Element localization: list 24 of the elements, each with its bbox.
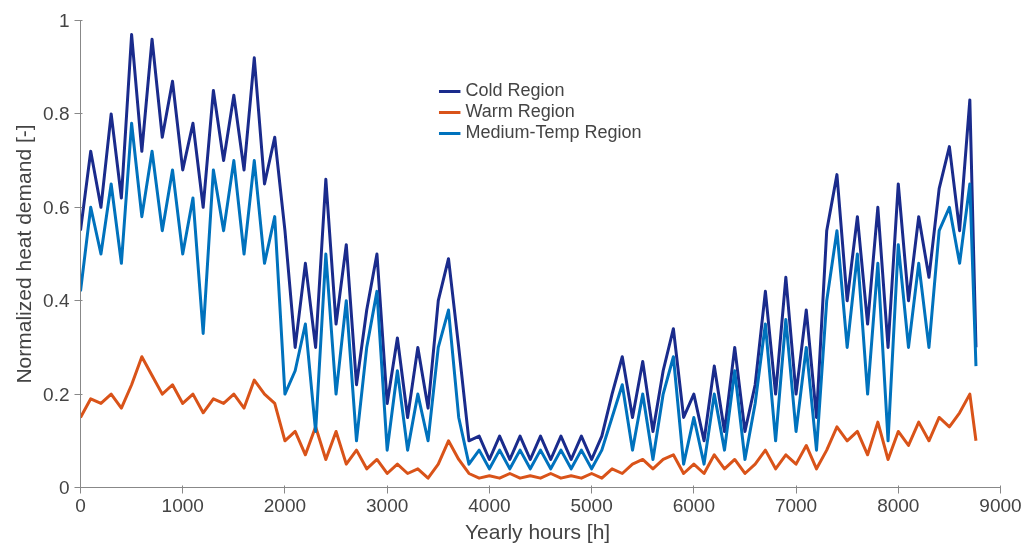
line-series (80, 355, 978, 480)
line-series (80, 121, 978, 471)
y-tick-label: 0.4 (43, 290, 70, 312)
x-tick-label: 9000 (979, 494, 1022, 516)
y-tick-label: 0.8 (43, 103, 70, 125)
x-axis-title: Yearly hours [h] (465, 519, 611, 543)
y-tick-label: 0 (58, 477, 70, 498)
legend-label: Medium-Temp Region (465, 122, 642, 143)
y-tick-label: 0.2 (43, 383, 70, 405)
x-tick-label: 4000 (468, 494, 511, 516)
line-series (80, 33, 978, 461)
legend-label: Cold Region (465, 80, 565, 101)
y-tick-label: 1 (58, 10, 70, 31)
x-tick-label: 8000 (877, 494, 920, 516)
x-tick-label: 1000 (161, 494, 204, 516)
x-tick-label: 0 (75, 494, 86, 516)
legend-label: Warm Region (465, 101, 575, 122)
y-tick-label: 0.6 (43, 196, 70, 218)
x-tick-label: 2000 (263, 494, 307, 516)
x-tick-label: 6000 (672, 494, 715, 516)
x-tick-label: 5000 (570, 494, 613, 516)
y-axis-title: Normalized heat demand [-] (12, 124, 36, 384)
x-tick-label: 7000 (774, 494, 818, 516)
x-tick-label: 3000 (366, 494, 409, 516)
